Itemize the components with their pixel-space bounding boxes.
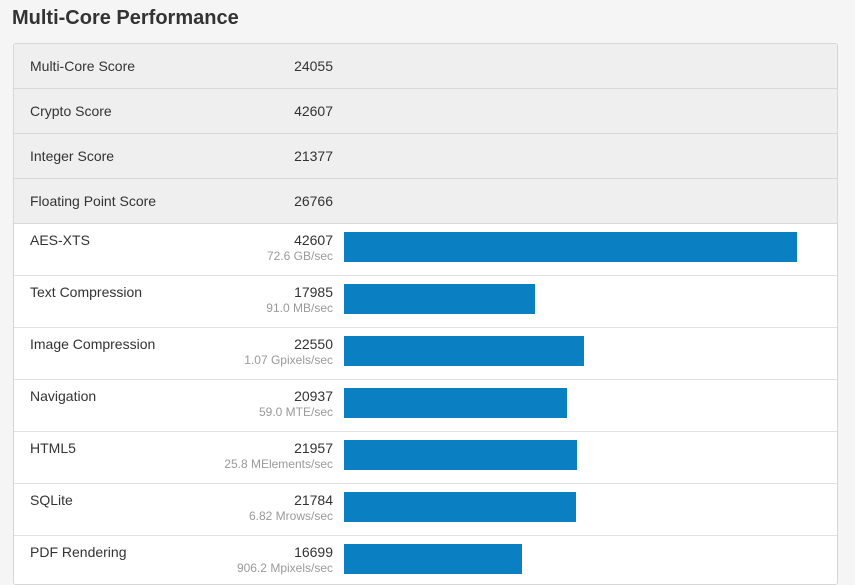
benchmark-bar [344,284,536,314]
benchmark-score: 21957 [294,440,333,456]
benchmark-rate: 59.0 MTE/sec [258,405,333,419]
benchmark-bar-track [344,284,797,314]
benchmark-row-html5: HTML5 21957 25.8 MElements/sec [14,432,837,484]
benchmark-bar [344,336,584,366]
benchmark-rate: 91.0 MB/sec [266,301,333,315]
benchmark-row-text-compression: Text Compression 17985 91.0 MB/sec [14,276,837,328]
benchmark-bar-track [344,544,797,574]
benchmark-score: 22550 [294,336,333,352]
score-row-multi-core: Multi-Core Score 24055 [14,44,837,89]
benchmark-bar-track [344,388,797,418]
score-row-floating-point: Floating Point Score 26766 [14,179,837,224]
score-label: Multi-Core Score [30,58,136,74]
benchmark-label: SQLite [30,492,73,508]
benchmark-bar [344,492,576,522]
benchmark-row-image-compression: Image Compression 22550 1.07 Gpixels/sec [14,328,837,380]
score-label: Integer Score [30,148,115,164]
benchmark-bar [344,232,797,262]
benchmark-label: Image Compression [30,336,156,352]
benchmark-label: PDF Rendering [30,544,127,560]
score-label: Floating Point Score [30,193,157,209]
benchmark-label: Navigation [30,388,97,404]
score-value: 24055 [294,58,333,74]
benchmark-bar [344,544,522,574]
benchmark-row-aes-xts: AES-XTS 42607 72.6 GB/sec [14,224,837,276]
score-row-crypto: Crypto Score 42607 [14,89,837,134]
benchmark-bar-track [344,440,797,470]
benchmark-rate: 72.6 GB/sec [266,249,333,263]
benchmark-rate: 906.2 Mpixels/sec [236,561,333,575]
benchmark-score: 21784 [294,492,333,508]
performance-table: Multi-Core Score 24055 Crypto Score 4260… [13,43,838,585]
benchmark-score: 20937 [294,388,333,404]
benchmark-bar-track [344,492,797,522]
benchmark-row-sqlite: SQLite 21784 6.82 Mrows/sec [14,484,837,536]
benchmark-bar-track [344,336,797,366]
benchmark-rate: 6.82 Mrows/sec [248,509,333,523]
benchmark-label: Text Compression [30,284,143,300]
score-value: 42607 [294,103,333,119]
benchmark-row-pdf-rendering: PDF Rendering 16699 906.2 Mpixels/sec [14,536,837,584]
benchmark-score: 42607 [294,232,333,248]
page-title: Multi-Core Performance [12,7,239,29]
benchmark-rate: 1.07 Gpixels/sec [244,353,333,367]
score-value: 26766 [294,193,333,209]
benchmark-score: 17985 [294,284,333,300]
benchmark-bar [344,440,578,470]
score-value: 21377 [294,148,333,164]
benchmark-label: HTML5 [30,440,76,456]
score-label: Crypto Score [30,103,112,119]
benchmark-score: 16699 [294,544,333,560]
benchmark-bar-track [344,232,797,262]
benchmark-rate: 25.8 MElements/sec [224,457,333,471]
benchmark-bar [344,388,567,418]
benchmark-label: AES-XTS [30,232,90,248]
score-row-integer: Integer Score 21377 [14,134,837,179]
benchmark-row-navigation: Navigation 20937 59.0 MTE/sec [14,380,837,432]
